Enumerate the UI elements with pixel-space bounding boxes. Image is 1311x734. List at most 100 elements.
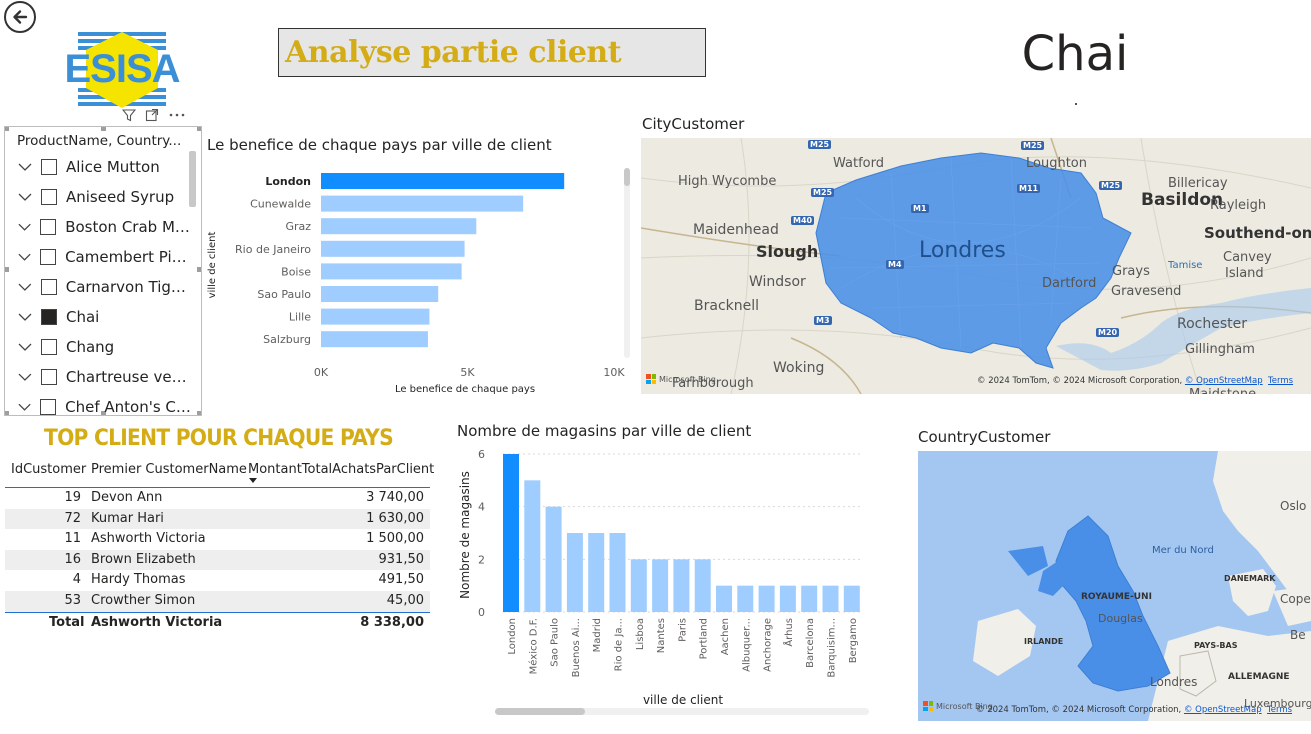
openstreetmap-link[interactable]: © OpenStreetMap	[1184, 376, 1263, 386]
column-header-amount[interactable]: MontantTotalAchatsParClient	[248, 462, 435, 477]
slicer-item[interactable]: Chef Anton's Ca...	[17, 392, 192, 415]
chevron-down-icon[interactable]	[17, 189, 33, 205]
category-tick-label: Lisboa	[635, 618, 646, 650]
chart-scroll-thumb[interactable]	[624, 168, 630, 186]
store-bar[interactable]	[609, 533, 626, 612]
profit-bar[interactable]	[321, 218, 477, 235]
store-bar[interactable]	[737, 585, 754, 612]
column-header-name[interactable]: Premier CustomerName	[91, 462, 247, 477]
chart-scroll-track[interactable]	[624, 168, 630, 358]
store-bar[interactable]	[588, 533, 605, 612]
logo-text: ESISA	[64, 47, 179, 91]
table-row[interactable]: 16 Brown Elizabeth 931,50	[5, 549, 430, 571]
y-tick-label: 6	[478, 448, 485, 461]
chevron-down-icon[interactable]	[17, 399, 32, 415]
table-row[interactable]: 72 Kumar Hari 1 630,00	[5, 508, 430, 530]
profit-bar[interactable]	[321, 240, 465, 257]
slicer-item-label: Chai	[66, 308, 100, 326]
slicer-checkbox[interactable]	[40, 219, 57, 235]
column-header-id[interactable]: IdCustomer	[11, 462, 87, 477]
slicer-item[interactable]: Alice Mutton	[17, 152, 192, 182]
profit-bar[interactable]	[321, 331, 428, 348]
chevron-down-icon[interactable]	[17, 369, 33, 385]
sort-descending-icon[interactable]	[248, 477, 258, 484]
chevron-down-icon[interactable]	[17, 159, 33, 175]
store-bar[interactable]	[822, 585, 839, 612]
store-bar[interactable]	[545, 506, 562, 612]
chevron-down-icon[interactable]	[17, 309, 33, 325]
cell-id: 72	[64, 510, 81, 526]
slicer-item[interactable]: Carnarvon Tigers	[17, 272, 192, 302]
store-bar[interactable]	[779, 585, 796, 612]
slicer-checkbox[interactable]	[40, 369, 57, 385]
slicer-checkbox[interactable]	[41, 159, 57, 175]
chevron-down-icon[interactable]	[17, 279, 33, 295]
store-bar[interactable]	[694, 559, 711, 612]
total-amount: 8 338,00	[360, 614, 424, 630]
map-place-label: Rochester	[1177, 316, 1247, 332]
slicer-item[interactable]: Aniseed Syrup	[17, 182, 192, 212]
category-tick-label: México D.F.	[527, 618, 539, 674]
total-name: Ashworth Victoria	[91, 614, 223, 630]
category-tick-label: Buenos Ai...	[571, 618, 582, 677]
country-customer-map[interactable]: Oslo Mer du Nord DANEMARK Copenh ROYAUME-UNI…	[918, 451, 1311, 721]
chevron-down-icon[interactable]	[17, 219, 32, 235]
slicer-item[interactable]: Boston Crab Me...	[17, 212, 192, 242]
filter-icon[interactable]	[122, 108, 136, 122]
more-options-icon[interactable]	[168, 108, 186, 122]
store-bar[interactable]	[758, 585, 775, 612]
map-place-label: Slough	[756, 242, 819, 261]
profit-bar[interactable]	[321, 286, 439, 302]
slicer-item[interactable]: Camembert Pier...	[17, 242, 192, 272]
country-map-label: Oslo	[1280, 499, 1307, 513]
store-bar[interactable]	[630, 559, 647, 612]
chart-scroll-thumb[interactable]	[495, 708, 585, 715]
store-bar[interactable]	[524, 480, 541, 612]
chart-scroll-track[interactable]	[495, 708, 869, 715]
terms-link-country[interactable]: Terms	[1267, 705, 1293, 715]
slicer-item-label: Carnarvon Tigers	[65, 278, 192, 296]
chevron-down-icon[interactable]	[17, 339, 33, 355]
store-bar[interactable]	[652, 559, 669, 612]
country-map-background	[973, 451, 1311, 721]
store-bar[interactable]	[503, 454, 519, 612]
focus-mode-icon[interactable]	[145, 108, 159, 122]
store-bar[interactable]	[673, 559, 690, 612]
openstreetmap-link-country[interactable]: © OpenStreetMap	[1183, 705, 1262, 715]
profit-bar[interactable]	[321, 173, 565, 189]
slicer-item[interactable]: Chai	[17, 302, 192, 332]
chevron-down-icon[interactable]	[17, 249, 32, 265]
slicer-checkbox[interactable]	[40, 249, 57, 265]
country-map-attribution: © 2024 TomTom, © 2024 Microsoft Corporat…	[976, 705, 1293, 715]
slicer-checkbox[interactable]	[41, 309, 57, 325]
table-row[interactable]: 53 Crowther Simon 45,00	[5, 590, 430, 612]
store-bar[interactable]	[566, 533, 583, 612]
table-row[interactable]: 11 Ashworth Victoria 1 500,00	[5, 529, 430, 550]
store-bar[interactable]	[843, 585, 860, 612]
product-slicer[interactable]: ProductName, Country... Alice Mutton Anis…	[4, 126, 202, 416]
profit-bar[interactable]	[321, 195, 524, 212]
profit-bar[interactable]	[321, 308, 430, 325]
slicer-checkbox[interactable]	[40, 399, 57, 415]
slicer-checkbox[interactable]	[40, 279, 57, 295]
country-map-label: IRLANDE	[1024, 637, 1064, 646]
slicer-checkbox[interactable]	[41, 339, 57, 355]
profit-bar[interactable]	[321, 263, 462, 280]
road-shield: M3	[814, 316, 832, 325]
store-bar[interactable]	[716, 585, 732, 612]
slicer-scrollbar[interactable]	[189, 151, 196, 207]
esisa-logo: ESISA	[48, 30, 196, 110]
back-button[interactable]	[4, 1, 36, 33]
slicer-item-label: Chartreuse verte	[65, 368, 192, 386]
category-tick-label: London	[265, 175, 311, 188]
category-tick-label: Portland	[699, 618, 710, 659]
slicer-item[interactable]: Chang	[17, 332, 192, 362]
table-row[interactable]: 19 Devon Ann 3 740,00	[5, 488, 430, 509]
store-bar[interactable]	[801, 585, 818, 612]
terms-link[interactable]: Terms	[1268, 376, 1294, 386]
table-row[interactable]: 4 Hardy Thomas 491,50	[5, 570, 430, 591]
slicer-item[interactable]: Chartreuse verte	[17, 362, 192, 392]
city-customer-map[interactable]: Watford Loughton High Wycombe Billericay Bas…	[641, 138, 1311, 394]
y-axis-label: Nombre de magasins	[458, 471, 472, 599]
slicer-checkbox[interactable]	[41, 189, 57, 205]
